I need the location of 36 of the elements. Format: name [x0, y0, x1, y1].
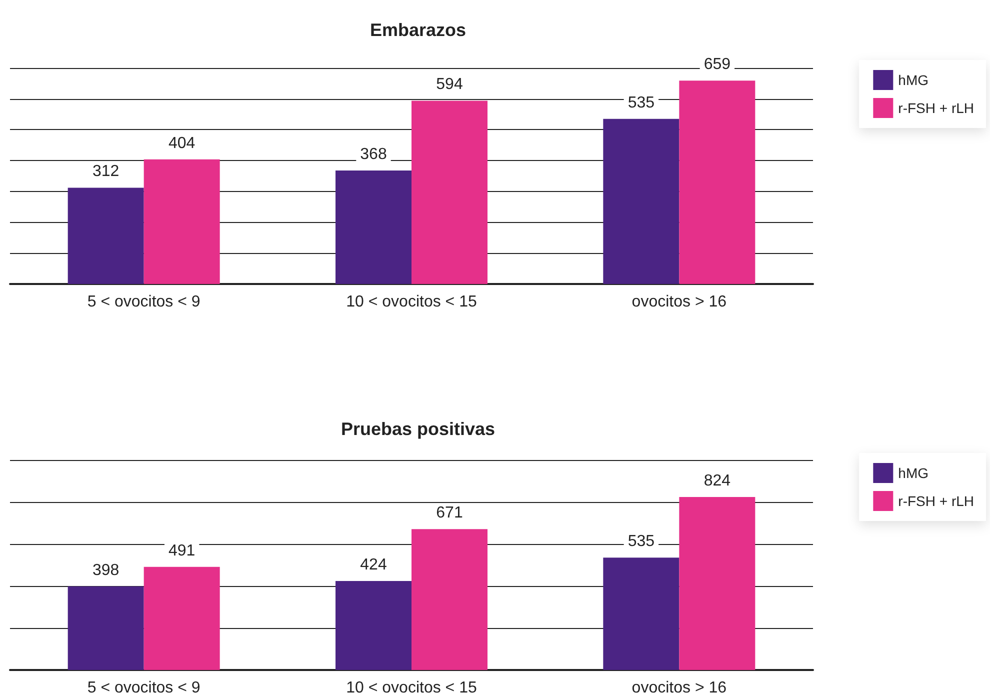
bar	[412, 100, 488, 284]
bar	[68, 586, 144, 670]
x-tick-label: ovocitos > 16	[632, 294, 727, 310]
x-tick-label: 10 < ovocitos < 15	[346, 294, 477, 310]
bar	[603, 558, 680, 670]
bar	[144, 566, 220, 670]
legend-label: r-FSH + rLH	[898, 493, 974, 509]
chart-title: Embarazos	[370, 20, 466, 40]
bar	[679, 80, 756, 284]
legend-label: r-FSH + rLH	[898, 100, 974, 116]
bar	[144, 159, 220, 284]
data-label: 398	[92, 562, 120, 579]
data-label: 824	[704, 472, 731, 490]
data-label: 368	[360, 146, 387, 163]
x-tick-label: ovocitos > 16	[632, 680, 727, 695]
bar	[336, 170, 412, 284]
data-label: 491	[168, 542, 196, 560]
bar	[336, 580, 412, 670]
data-label: 535	[628, 533, 655, 550]
data-label: 659	[704, 56, 731, 74]
data-label: 535	[628, 94, 655, 112]
legend-label: hMG	[898, 72, 929, 88]
legend-label: hMG	[898, 465, 929, 481]
bar	[68, 188, 144, 284]
bar	[679, 496, 756, 670]
data-label: 424	[360, 556, 387, 574]
x-tick-label: 5 < ovocitos < 9	[87, 294, 200, 310]
data-label: 594	[436, 76, 463, 94]
data-label: 312	[92, 163, 120, 180]
data-label: 404	[168, 134, 196, 152]
data-label: 671	[436, 504, 463, 522]
chart-title: Pruebas positivas	[340, 419, 496, 439]
bar	[412, 529, 488, 670]
bar	[603, 118, 680, 284]
x-tick-label: 10 < ovocitos < 15	[346, 680, 477, 695]
x-tick-label: 5 < ovocitos < 9	[87, 680, 200, 695]
